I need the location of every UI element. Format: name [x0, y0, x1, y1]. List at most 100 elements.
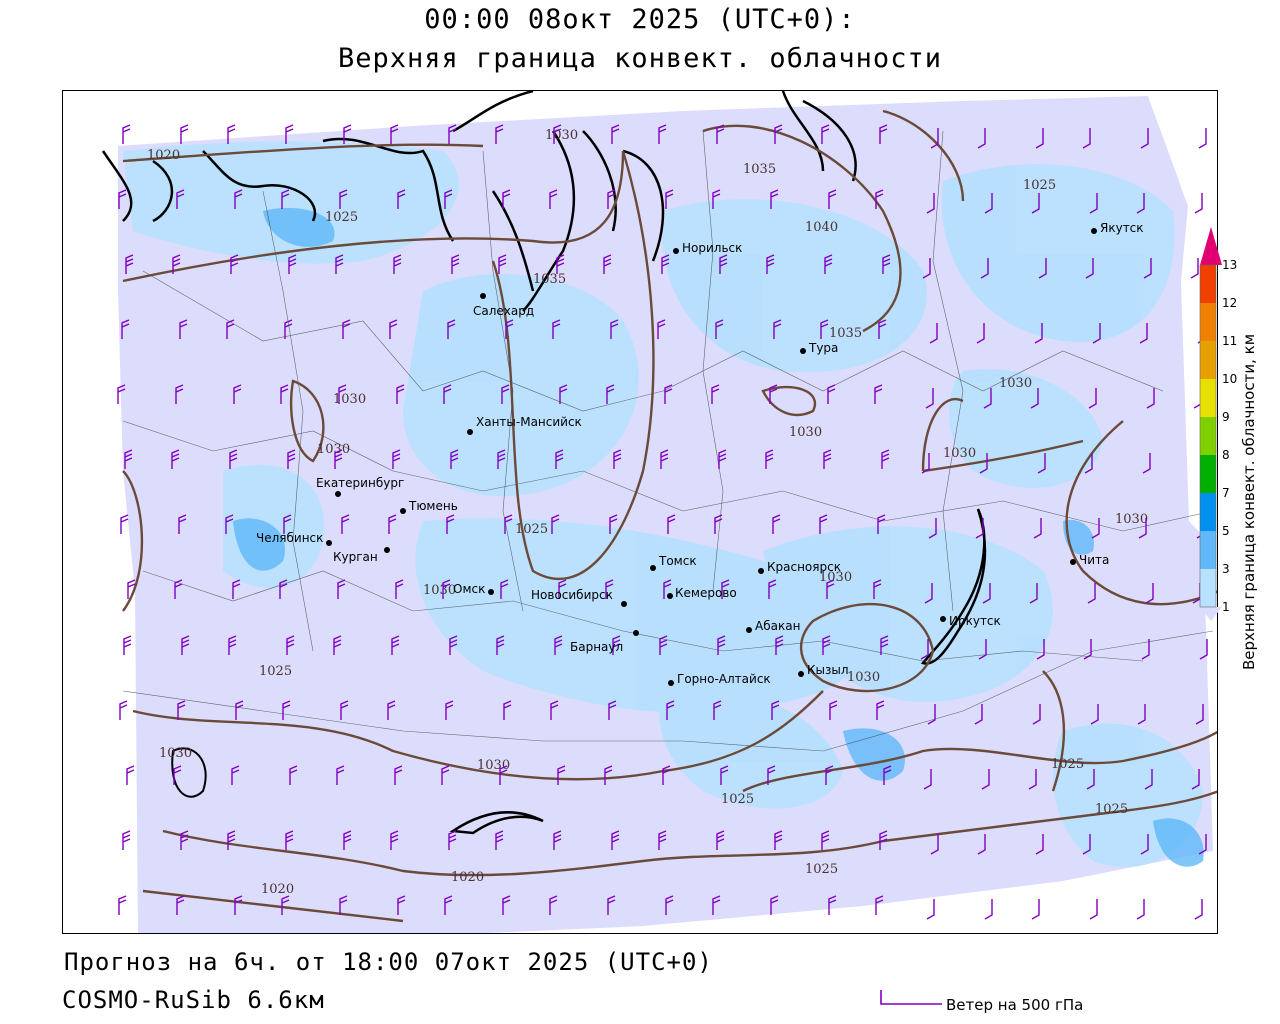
wind-barb: [1140, 128, 1149, 149]
city-irkutsk: Иркутск: [940, 614, 1001, 628]
svg-text:Ханты-Мансийск: Ханты-Мансийск: [476, 415, 582, 429]
wind-barb: [441, 765, 450, 785]
region-borders: [122, 130, 1214, 752]
wind-barb: [930, 834, 939, 855]
scale-band: [1200, 455, 1216, 493]
wind-barb: [229, 449, 238, 469]
isobar-label: 1025: [325, 210, 358, 225]
wind-barb: [1032, 704, 1041, 725]
wind-barb: [389, 319, 398, 339]
wind-barb: [336, 765, 345, 785]
wind-barb: [234, 895, 243, 915]
wind-barb: [339, 189, 348, 209]
wind-barb: [982, 583, 991, 604]
isobar-label: 1030: [477, 758, 510, 773]
wind-barb: [666, 700, 675, 720]
wind-barb: [773, 319, 782, 339]
lake-baikal: [920, 508, 987, 665]
isobar-label: 1035: [533, 272, 566, 287]
wind-barb: [665, 895, 674, 915]
wind-barb: [664, 384, 673, 404]
wind-barb: [1142, 453, 1151, 474]
wind-barb: [549, 189, 558, 209]
isobar-label: 1025: [515, 522, 548, 537]
wind-barb: [397, 895, 406, 915]
wind-barb: [448, 124, 457, 144]
isobar-label: 1030: [999, 376, 1032, 391]
wind-barb: [720, 765, 729, 785]
wind-barb: [282, 700, 291, 720]
scale-band: [1200, 493, 1216, 531]
wind-barb: [333, 635, 342, 655]
scale-tick: 9: [1222, 410, 1230, 424]
wind-barb: [395, 579, 404, 599]
wind-barb: [335, 254, 344, 274]
wind-barb: [978, 639, 987, 660]
wind-barb: [882, 254, 891, 274]
scale-band: [1200, 379, 1216, 417]
wind-barb: [126, 765, 135, 785]
wind-barb: [1141, 639, 1150, 660]
wind-barb: [122, 830, 131, 850]
wind-barb: [984, 899, 993, 920]
wind-barb: [603, 254, 612, 274]
wind-barb: [716, 124, 725, 144]
isobar-label: 1025: [1023, 178, 1056, 193]
wind-barb: [880, 635, 889, 655]
wind-barb: [820, 319, 829, 339]
svg-text:Томск: Томск: [658, 554, 697, 568]
wind-barb: [176, 895, 185, 915]
wind-barb: [659, 635, 668, 655]
wind-barb: [495, 124, 504, 144]
wind-barb: [829, 700, 838, 720]
wind-barb: [118, 189, 127, 209]
scale-tick: 7: [1222, 486, 1230, 500]
wind-barb: [821, 830, 830, 850]
svg-text:Иркутск: Иркутск: [949, 614, 1001, 628]
wind-barb: [285, 124, 294, 144]
svg-text:Салехард: Салехард: [473, 304, 534, 318]
wind-barb: [1082, 128, 1091, 149]
svg-text:Омск: Омск: [453, 582, 485, 596]
wind-barb: [923, 769, 932, 790]
wind-barb: [1088, 388, 1097, 409]
svg-text:Екатеринбург: Екатеринбург: [316, 476, 404, 490]
wind-barb: [1035, 128, 1044, 149]
wind-barb: [394, 765, 403, 785]
wind-barb: [826, 579, 835, 599]
isobar-label: 1035: [743, 162, 776, 177]
wind-barb: [554, 635, 563, 655]
city-yakutsk: Якутск: [1091, 221, 1144, 235]
wind-barb: [341, 514, 350, 534]
city-kurgan: Курган: [333, 547, 390, 564]
city-norilsk: Норильск: [673, 241, 742, 255]
wind-barb: [442, 579, 451, 599]
isobar-labels: 1020 1025 1030 1035 1040 1025 1035 1035 …: [147, 128, 1148, 897]
wind-barb: [392, 449, 401, 469]
wind-barb: [503, 700, 512, 720]
city-chita: Чита: [1070, 553, 1109, 567]
wind-barb: [451, 254, 460, 274]
wind-barb: [123, 635, 132, 655]
svg-text:Челябинск: Челябинск: [256, 531, 323, 545]
wind-barb-icon: [880, 990, 942, 1005]
wind-barb: [343, 830, 352, 850]
isobar-label: 1020: [147, 148, 180, 163]
wind-barb: [775, 635, 784, 655]
city-kyzyl: Кызыл: [798, 663, 849, 677]
wind-barb: [397, 189, 406, 209]
wind-barb: [607, 189, 616, 209]
wind-barb: [233, 384, 242, 404]
wind-barb: [719, 254, 728, 274]
wind-barb: [225, 514, 234, 534]
wind-barb: [501, 384, 510, 404]
wind-barb: [338, 384, 347, 404]
wind-barb: [388, 514, 397, 534]
wind-barb: [495, 830, 504, 850]
wind-barb: [765, 449, 774, 469]
wind-barb: [770, 189, 779, 209]
wind-barb: [712, 189, 721, 209]
scale-title: Верхняя граница конвект. облачности, км: [1240, 333, 1258, 670]
isobar-label: 1030: [789, 425, 822, 440]
wind-barb: [1198, 128, 1207, 149]
